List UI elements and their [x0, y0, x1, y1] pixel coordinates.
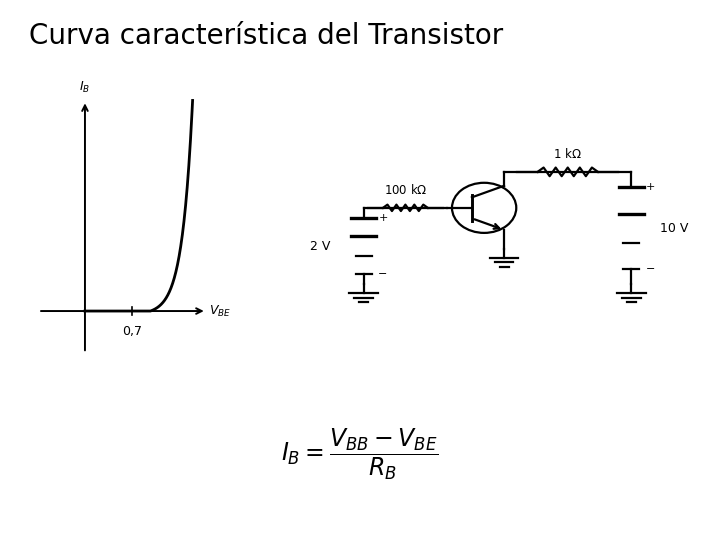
- Text: $V_{BE}$: $V_{BE}$: [209, 303, 230, 319]
- Text: −: −: [646, 264, 655, 274]
- Text: 0,7: 0,7: [122, 325, 142, 338]
- Text: +: +: [378, 213, 387, 223]
- Text: $I_B = \dfrac{V_{BB} - V_{BE}}{R_B}$: $I_B = \dfrac{V_{BB} - V_{BE}}{R_B}$: [282, 427, 438, 482]
- Text: 10 V: 10 V: [660, 221, 689, 235]
- Text: 1 k$\Omega$: 1 k$\Omega$: [554, 147, 582, 161]
- Text: 2 V: 2 V: [310, 240, 330, 253]
- Text: +: +: [646, 182, 655, 192]
- Text: 100 k$\Omega$: 100 k$\Omega$: [384, 183, 427, 197]
- Text: −: −: [378, 269, 387, 279]
- Text: Curva característica del Transistor: Curva característica del Transistor: [29, 22, 503, 50]
- Text: $I_B$: $I_B$: [79, 80, 91, 95]
